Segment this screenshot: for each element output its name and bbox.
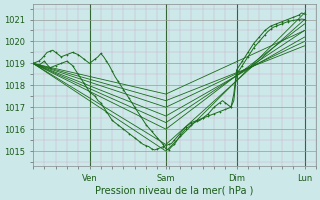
X-axis label: Pression niveau de la mer( hPa ): Pression niveau de la mer( hPa ): [95, 186, 253, 196]
